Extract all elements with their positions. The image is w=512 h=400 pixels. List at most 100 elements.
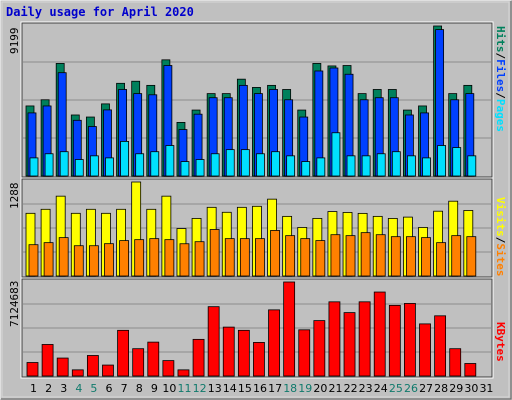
bar-sites-day-24 (375, 234, 386, 277)
bar-kbytes-day-19 (298, 329, 311, 377)
bar-sites-day-7 (119, 240, 129, 277)
bar-kbytes-day-25 (388, 304, 401, 377)
bar-kbytes-day-5 (86, 355, 99, 377)
bar-kbytes-day-11 (177, 369, 190, 377)
bar-sites-day-21 (330, 234, 341, 277)
bar-pages-day-4 (74, 159, 84, 177)
bar-sites-day-11 (179, 243, 190, 277)
bar-pages-day-30 (467, 155, 477, 177)
day-label-24: 24 (373, 382, 388, 395)
bar-pages-day-5 (89, 155, 99, 177)
bar-pages-day-20 (316, 157, 326, 177)
legend-kbytes-label: KBytes (494, 322, 507, 362)
bar-pages-day-22 (346, 155, 356, 177)
chart-title: Daily usage for April 2020 (6, 5, 194, 19)
day-label-5: 5 (90, 382, 98, 395)
bar-pages-day-15 (240, 149, 250, 177)
bar-sites-day-15 (239, 238, 250, 277)
bar-kbytes-day-10 (162, 360, 175, 377)
bar-sites-day-30 (466, 236, 477, 277)
bar-kbytes-day-7 (117, 329, 129, 377)
day-label-9: 9 (150, 382, 158, 395)
bar-pages-day-28 (437, 145, 447, 177)
bar-sites-day-9 (149, 238, 160, 277)
bar-kbytes-day-20 (313, 320, 326, 377)
bar-sites-day-26 (406, 236, 416, 277)
bar-pages-day-6 (105, 157, 114, 177)
kbytes-max-label: 7124683 (8, 280, 21, 327)
legend-hits: Hits (494, 26, 507, 53)
day-label-3: 3 (60, 382, 68, 395)
legend-hits-files-pages: Hits/Files/Pages (494, 26, 507, 132)
bar-pages-day-27 (422, 157, 431, 177)
bar-pages-day-23 (361, 155, 371, 177)
bar-kbytes-day-30 (464, 363, 477, 377)
legend-visits-sites: Visits/Sites (494, 197, 507, 277)
bar-kbytes-day-26 (404, 303, 416, 377)
bar-kbytes-day-24 (373, 291, 386, 377)
bar-sites-day-5 (88, 245, 99, 277)
bar-kbytes-day-18 (283, 281, 296, 377)
bar-sites-day-27 (421, 237, 431, 277)
legend-kbytes: KBytes (494, 322, 507, 362)
day-label-25: 25 (388, 382, 403, 395)
bar-kbytes-day-21 (328, 301, 341, 377)
bar-pages-day-19 (301, 161, 311, 177)
day-label-27: 27 (419, 382, 434, 395)
bar-pages-day-12 (195, 159, 205, 177)
bar-kbytes-day-16 (253, 342, 265, 377)
bar-sites-day-17 (270, 230, 280, 277)
bar-sites-day-6 (104, 243, 114, 277)
day-label-19: 19 (298, 382, 313, 395)
day-label-10: 10 (162, 382, 177, 395)
day-label-14: 14 (222, 382, 237, 395)
bar-sites-day-22 (345, 235, 356, 277)
bar-pages-day-2 (44, 153, 54, 177)
legend-pages: Pages (494, 98, 507, 132)
bar-kbytes-day-14 (222, 326, 235, 377)
day-label-15: 15 (237, 382, 252, 395)
bar-kbytes-day-2 (41, 344, 54, 377)
bar-pages-day-29 (452, 147, 462, 177)
bar-sites-day-13 (209, 229, 220, 277)
day-label-26: 26 (403, 382, 418, 395)
day-label-31: 31 (479, 382, 494, 395)
bar-kbytes-day-4 (71, 369, 84, 377)
day-label-29: 29 (449, 382, 464, 395)
day-label-30: 30 (464, 382, 479, 395)
bar-kbytes-day-29 (449, 348, 462, 377)
bar-sites-day-25 (390, 236, 401, 277)
day-label-21: 21 (328, 382, 343, 395)
day-label-2: 2 (45, 382, 53, 395)
bar-pages-day-3 (59, 151, 69, 177)
bar-kbytes-day-13 (207, 306, 220, 377)
legend-files: Files (494, 59, 507, 93)
bar-pages-day-10 (165, 145, 175, 177)
bar-pages-day-21 (331, 132, 341, 177)
bar-sites-day-29 (451, 235, 462, 277)
day-label-22: 22 (343, 382, 358, 395)
bar-sites-day-14 (224, 238, 235, 277)
day-label-12: 12 (192, 382, 207, 395)
legend-visits: Visits (494, 197, 507, 237)
bar-sites-day-3 (58, 237, 69, 277)
day-label-8: 8 (135, 382, 143, 395)
bar-kbytes-day-12 (192, 338, 205, 377)
bar-sites-day-2 (43, 242, 54, 277)
bar-kbytes-day-3 (56, 357, 69, 377)
bar-kbytes-day-23 (358, 301, 371, 377)
bar-pages-day-26 (407, 155, 416, 177)
day-label-13: 13 (207, 382, 222, 395)
bar-pages-day-25 (391, 151, 401, 177)
bar-pages-day-18 (286, 155, 296, 177)
bar-sites-day-12 (194, 241, 205, 277)
day-label-23: 23 (358, 382, 373, 395)
day-label-20: 20 (313, 382, 328, 395)
bar-sites-day-10 (164, 239, 175, 277)
bar-kbytes-day-8 (132, 348, 145, 377)
bar-kbytes-day-22 (343, 312, 356, 377)
bar-kbytes-day-15 (237, 329, 250, 377)
bar-kbytes-day-9 (147, 341, 160, 377)
bar-kbytes-day-1 (26, 362, 39, 377)
